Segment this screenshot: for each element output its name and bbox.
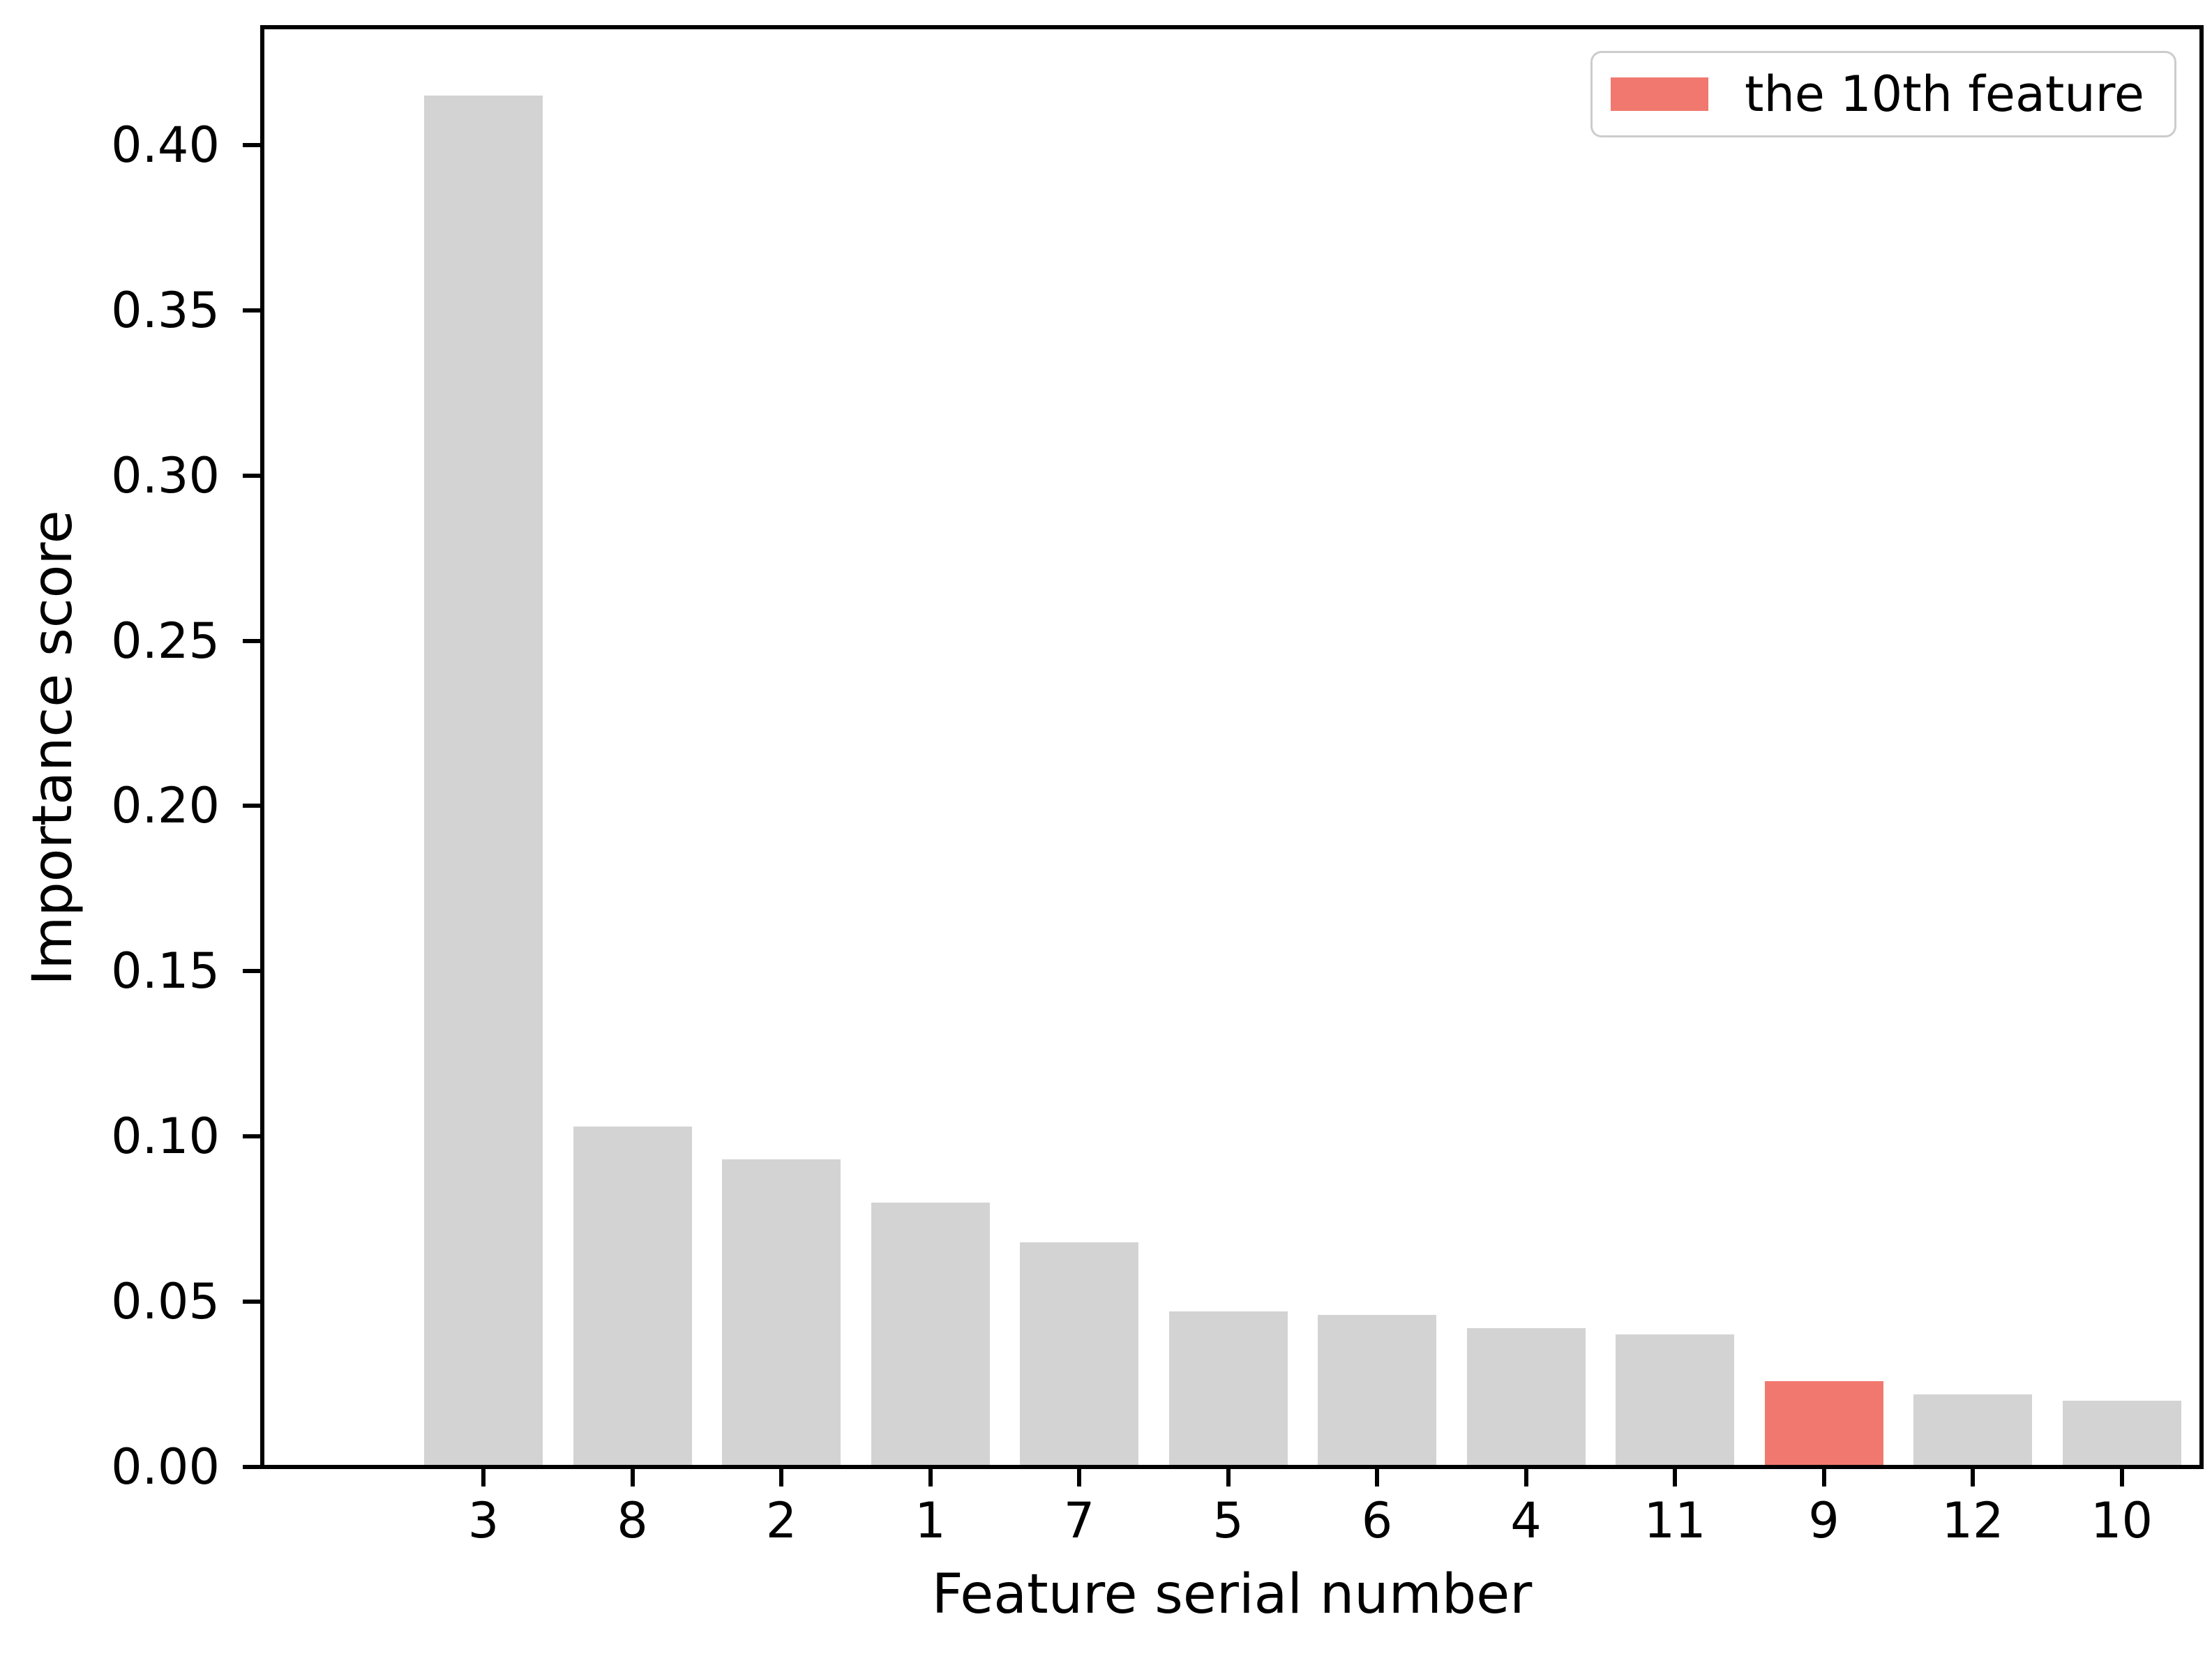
y-tick-label: 0.15 xyxy=(111,942,220,1000)
bar xyxy=(573,1127,692,1467)
legend-label: the 10th feature xyxy=(1745,66,2144,123)
y-tick-label: 0.25 xyxy=(111,612,220,670)
x-tick-label: 11 xyxy=(1643,1492,1706,1549)
legend: the 10th feature xyxy=(1590,51,2176,137)
x-tick-mark xyxy=(1971,1469,1975,1486)
y-tick-mark xyxy=(243,638,260,643)
y-tick-label: 0.20 xyxy=(111,777,220,835)
y-tick-label: 0.10 xyxy=(111,1108,220,1166)
x-tick-label: 9 xyxy=(1808,1492,1839,1549)
x-tick-mark xyxy=(630,1469,635,1486)
x-tick-label: 4 xyxy=(1510,1492,1542,1549)
bar xyxy=(1318,1315,1436,1467)
bar-highlighted xyxy=(1764,1381,1883,1467)
x-tick-label: 7 xyxy=(1063,1492,1095,1549)
x-tick-label: 6 xyxy=(1361,1492,1393,1549)
x-tick-mark xyxy=(1673,1469,1677,1486)
x-tick-mark xyxy=(1821,1469,1826,1486)
x-tick-label: 5 xyxy=(1212,1492,1244,1549)
y-tick-mark xyxy=(243,142,260,147)
bar xyxy=(424,96,543,1467)
y-tick-mark xyxy=(243,1465,260,1469)
x-tick-label: 10 xyxy=(2090,1492,2153,1549)
y-tick-mark xyxy=(243,308,260,313)
legend-swatch xyxy=(1611,77,1708,111)
y-tick-mark xyxy=(243,969,260,974)
x-tick-label: 3 xyxy=(467,1492,499,1549)
x-axis-label: Feature serial number xyxy=(931,1563,1533,1626)
y-tick-label: 0.05 xyxy=(111,1273,220,1331)
bar xyxy=(722,1159,841,1467)
y-tick-label: 0.40 xyxy=(111,116,220,174)
x-tick-mark xyxy=(779,1469,783,1486)
y-tick-mark xyxy=(243,473,260,478)
bar xyxy=(1020,1242,1138,1467)
y-tick-label: 0.30 xyxy=(111,446,220,504)
x-tick-mark xyxy=(481,1469,486,1486)
bar xyxy=(1913,1394,2032,1467)
bar xyxy=(1616,1334,1734,1467)
x-tick-mark xyxy=(1375,1469,1379,1486)
x-tick-mark xyxy=(2119,1469,2124,1486)
y-tick-mark xyxy=(243,1300,260,1304)
bar xyxy=(871,1203,990,1467)
x-tick-mark xyxy=(1226,1469,1231,1486)
bar xyxy=(2062,1401,2181,1467)
y-tick-label: 0.35 xyxy=(111,281,220,339)
x-tick-mark xyxy=(1523,1469,1528,1486)
plot-frame xyxy=(260,25,2204,1469)
x-tick-label: 12 xyxy=(1941,1492,2004,1549)
x-tick-mark xyxy=(928,1469,933,1486)
y-tick-label: 0.00 xyxy=(111,1438,220,1496)
x-tick-label: 2 xyxy=(765,1492,797,1549)
y-tick-mark xyxy=(243,1134,260,1139)
y-tick-mark xyxy=(243,804,260,808)
bar xyxy=(1168,1311,1288,1467)
x-tick-label: 8 xyxy=(617,1492,648,1549)
x-tick-label: 1 xyxy=(915,1492,946,1549)
y-axis-label: Importance score xyxy=(22,510,84,986)
bar xyxy=(1466,1328,1586,1467)
x-tick-mark xyxy=(1077,1469,1081,1486)
